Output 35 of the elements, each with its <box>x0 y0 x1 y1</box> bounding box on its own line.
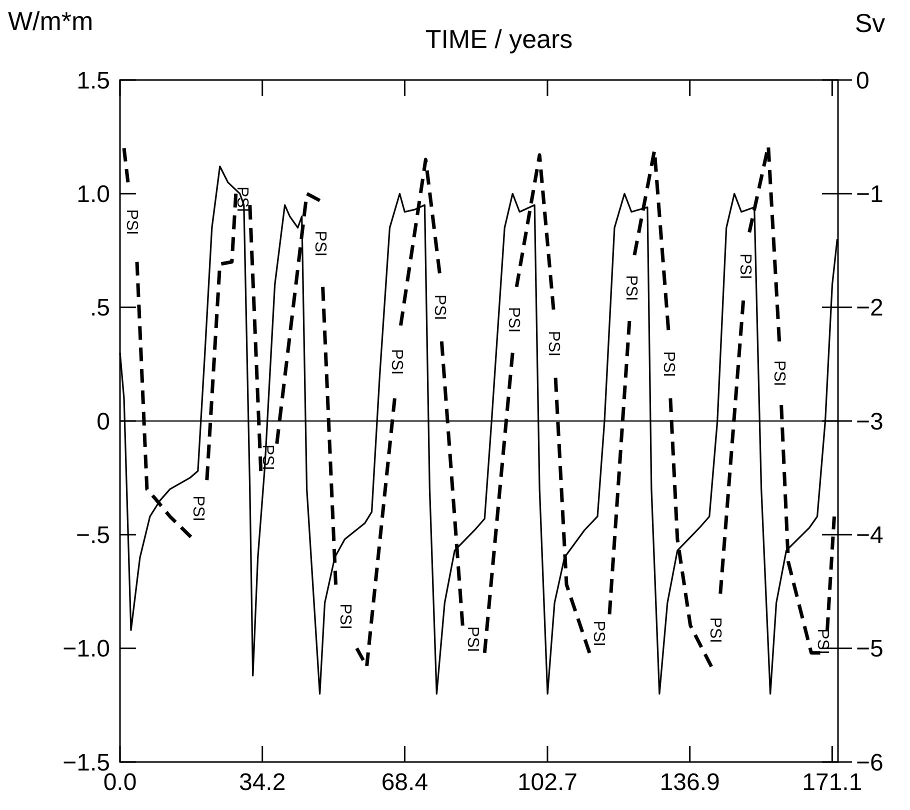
y-tick-label: −1.0 <box>62 636 110 663</box>
x-tick-label: 102.7 <box>517 769 578 796</box>
annotation: PSI <box>706 617 724 644</box>
annotation: PSI <box>189 496 206 522</box>
y2-tick-label: −5 <box>856 636 884 663</box>
annotation: PSI <box>504 306 522 333</box>
y-tick-label: 0 <box>96 408 110 436</box>
y2-tick-label: −1 <box>856 181 884 208</box>
annotation: PSI <box>336 604 354 630</box>
annotation: PSI <box>622 275 640 301</box>
y-tick-label: 1.0 <box>76 181 110 208</box>
annotation: PSI <box>122 209 140 235</box>
annotation: PSI <box>660 351 677 378</box>
y2-tick-label: −4 <box>856 522 884 550</box>
x-tick-label: 34.2 <box>238 769 286 796</box>
annotation: PSI <box>312 230 329 257</box>
annotation: PSI <box>233 186 250 212</box>
chart-title: TIME / years <box>425 24 573 54</box>
y2-axis-title: Sv <box>854 8 886 38</box>
y2-tick-label: 0 <box>856 67 870 94</box>
y-tick-label: −.5 <box>76 522 110 550</box>
y2-tick-label: −3 <box>856 408 884 436</box>
annotation: PSI <box>388 348 406 375</box>
annotation: PSI <box>590 620 607 646</box>
x-tick-label: 136.9 <box>660 769 720 796</box>
x-tick-label: 68.4 <box>381 769 428 796</box>
annotation: PSI <box>431 294 448 320</box>
annotation: PSI <box>464 626 482 652</box>
y-tick-label: .5 <box>90 294 110 322</box>
y2-tick-label: −2 <box>856 294 884 322</box>
annotation: PSI <box>736 254 754 280</box>
annotation: PSI <box>544 330 562 357</box>
annotation: PSI <box>770 360 788 386</box>
y-axis-title: W/m*m <box>8 6 94 36</box>
y-tick-label: 1.5 <box>76 67 110 94</box>
